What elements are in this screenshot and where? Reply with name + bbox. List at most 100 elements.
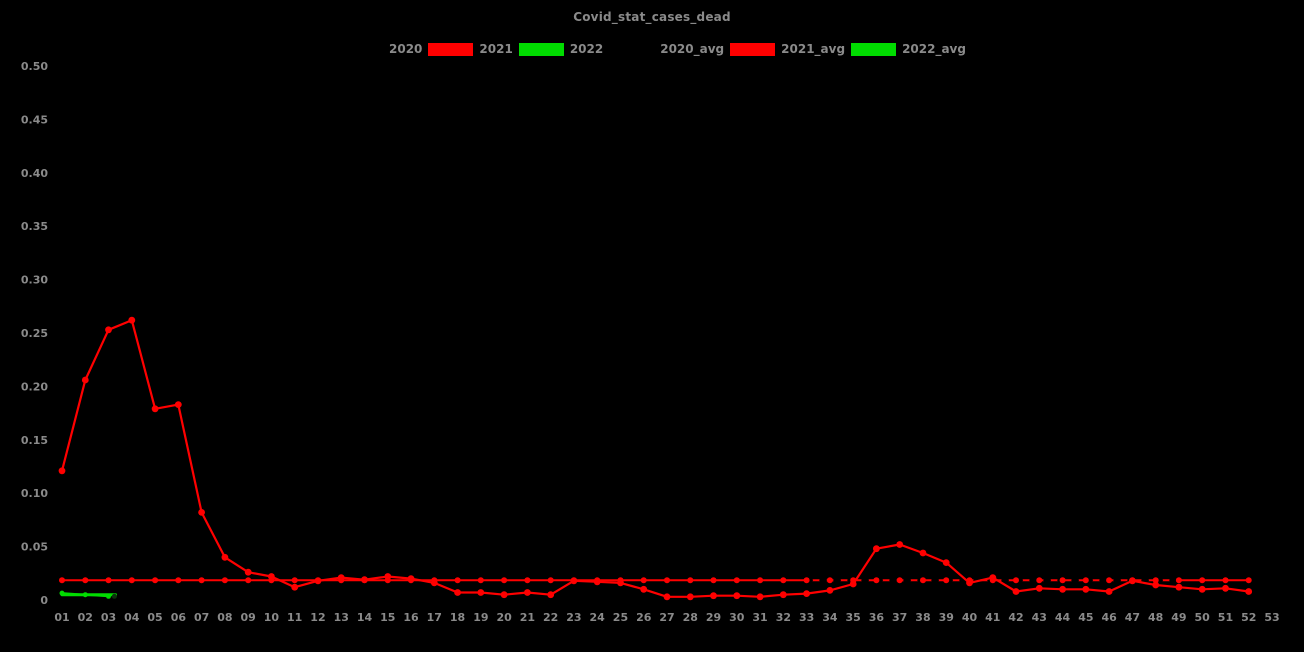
legend-swatch-2020_avg	[609, 42, 655, 56]
series-2021-marker	[733, 592, 741, 600]
series-2021-marker	[710, 592, 717, 600]
legend-item-2020_avg: 2020_avg	[609, 42, 724, 56]
series-2021_avg-marker	[1036, 577, 1043, 584]
series-2021_avg-marker	[1106, 577, 1113, 584]
legend-item-2020: 2020	[338, 42, 422, 56]
series-2021-marker	[1245, 588, 1253, 595]
series-2021_avg-marker	[1222, 577, 1229, 584]
legend-item-2021: 2021	[428, 42, 513, 56]
series-2021_avg-marker	[687, 577, 694, 584]
green-end-dot	[111, 593, 117, 599]
x-tick-label: 44	[1055, 611, 1071, 624]
series-2021_avg-marker	[1082, 577, 1089, 584]
series-2021-marker	[1059, 585, 1066, 593]
legend-label: 2020	[389, 42, 423, 56]
x-tick-label: 31	[752, 611, 767, 624]
legend-label: 2020_avg	[660, 42, 725, 56]
x-tick-label: 38	[915, 611, 930, 624]
x-tick-label: 35	[845, 611, 860, 624]
series-2021-marker	[547, 591, 555, 599]
series-2021_avg-marker	[710, 577, 717, 584]
x-tick-label: 11	[287, 611, 302, 624]
series-2021-marker	[826, 587, 834, 594]
series-2021-marker	[337, 574, 345, 581]
x-tick-label: 17	[427, 611, 442, 624]
series-2021-marker	[1105, 588, 1113, 595]
y-tick-label: 0.35	[21, 220, 48, 233]
series-2021_avg-marker	[757, 577, 764, 584]
x-tick-label: 50	[1195, 611, 1211, 624]
series-2021-marker	[1152, 581, 1160, 589]
x-tick-label: 52	[1241, 611, 1256, 624]
series-2021-marker	[524, 589, 531, 596]
series-2021_avg-marker	[733, 577, 740, 584]
series-2021_avg-marker	[826, 577, 833, 584]
y-tick-label: 0.20	[21, 380, 48, 393]
x-tick-label: 15	[380, 611, 395, 624]
legend-swatch-2020	[338, 42, 383, 56]
x-tick-label: 51	[1218, 611, 1233, 624]
series-2021-marker	[686, 593, 694, 601]
x-tick-label: 04	[124, 611, 140, 624]
legend-item-2022_avg: 2022_avg	[851, 42, 966, 56]
series-2021-marker	[407, 575, 415, 582]
series-2021_avg-marker	[943, 577, 950, 584]
series-2021_avg-marker	[221, 577, 228, 584]
series-2021-marker	[849, 580, 857, 588]
series-2021-marker	[663, 593, 671, 601]
series-2021_avg-marker	[501, 577, 508, 584]
x-tick-label: 33	[799, 611, 814, 624]
series-2021_avg-marker	[780, 577, 787, 584]
series-2021_avg-marker	[640, 577, 647, 584]
x-tick-label: 27	[659, 611, 674, 624]
x-tick-label: 30	[729, 611, 745, 624]
x-tick-label: 16	[403, 611, 419, 624]
x-tick-label: 07	[194, 611, 209, 624]
series-2021-marker	[361, 576, 368, 584]
series-2021-marker	[1035, 584, 1043, 592]
series-2021_avg-marker	[477, 577, 484, 584]
series-2021_avg-marker	[1175, 577, 1182, 584]
series-2021-marker	[244, 568, 252, 576]
x-tick-label: 18	[450, 611, 465, 624]
series-2021_avg-marker	[547, 577, 554, 584]
x-tick-label: 23	[566, 611, 581, 624]
x-tick-label: 36	[869, 611, 885, 624]
y-tick-label: 0.25	[21, 327, 48, 340]
series-2021-marker	[803, 590, 810, 597]
series-2021-marker	[58, 467, 66, 475]
legend-swatch-2022_avg	[851, 42, 897, 56]
series-2021-marker	[430, 579, 438, 587]
x-tick-label: 53	[1264, 611, 1279, 624]
x-tick-label: 46	[1101, 611, 1117, 624]
series-2021-line	[60, 319, 1250, 598]
series-2021-marker	[174, 401, 182, 408]
x-tick-label: 06	[171, 611, 187, 624]
series-2021-marker	[128, 316, 136, 324]
series-2021_avg-marker	[1013, 577, 1019, 584]
series-2021_avg-marker	[896, 577, 903, 584]
series-2021-marker	[779, 591, 787, 599]
x-tick-label: 28	[683, 611, 698, 624]
legend-swatch-2021_avg	[730, 42, 776, 56]
series-2021_avg-marker	[152, 577, 159, 584]
series-2021-marker	[593, 578, 601, 586]
series-2021_avg-marker	[105, 577, 112, 584]
series-2021_avg-marker	[59, 577, 65, 584]
x-tick-label: 29	[706, 611, 721, 624]
series-2021_avg-marker	[175, 577, 182, 584]
x-tick-label: 41	[985, 611, 1000, 624]
legend-label: 2021_avg	[781, 42, 846, 56]
x-tick-label: 02	[78, 611, 93, 624]
x-tick-label: 40	[962, 611, 978, 624]
series-2021-marker	[384, 573, 392, 580]
series-2021_avg-marker	[1199, 577, 1206, 584]
series-2021-marker	[500, 591, 508, 599]
x-tick-label: 49	[1171, 611, 1186, 624]
series-2021-marker	[570, 577, 578, 585]
series-2022-marker	[106, 593, 111, 599]
x-tick-label: 08	[217, 611, 232, 624]
x-tick-label: 34	[822, 611, 838, 624]
series-2021-marker	[1175, 583, 1183, 591]
series-2021-marker	[1222, 584, 1229, 592]
